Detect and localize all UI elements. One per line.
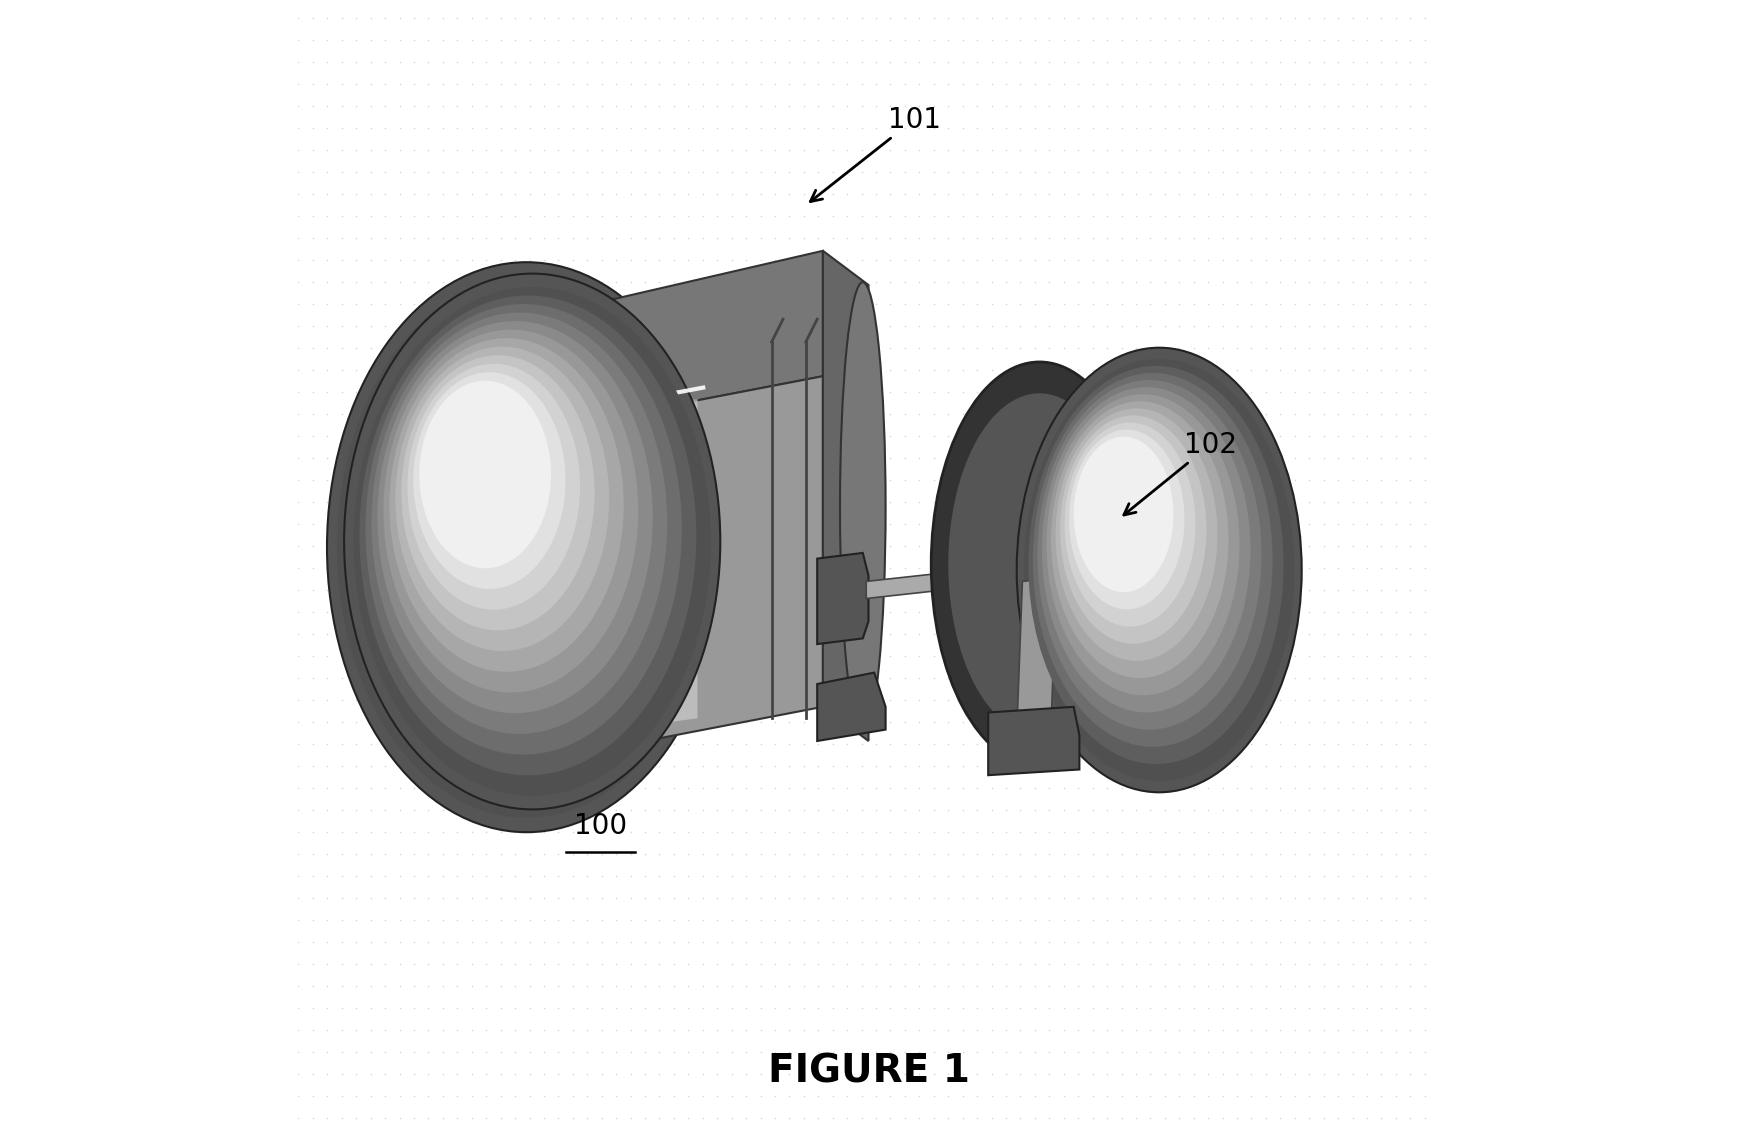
Ellipse shape xyxy=(1051,401,1228,678)
Ellipse shape xyxy=(356,303,670,752)
Polygon shape xyxy=(526,376,823,764)
Ellipse shape xyxy=(394,358,577,620)
Polygon shape xyxy=(988,707,1079,775)
Ellipse shape xyxy=(337,276,716,817)
Ellipse shape xyxy=(1023,359,1294,781)
Ellipse shape xyxy=(327,262,726,832)
Polygon shape xyxy=(526,251,823,433)
Ellipse shape xyxy=(377,321,653,714)
Ellipse shape xyxy=(1016,348,1301,792)
Ellipse shape xyxy=(419,381,551,568)
Ellipse shape xyxy=(372,312,667,734)
Ellipse shape xyxy=(408,364,580,610)
Ellipse shape xyxy=(1056,408,1218,661)
Ellipse shape xyxy=(931,361,1148,766)
Ellipse shape xyxy=(396,347,610,651)
Ellipse shape xyxy=(401,356,594,630)
Polygon shape xyxy=(571,410,618,741)
Ellipse shape xyxy=(1028,366,1284,764)
Ellipse shape xyxy=(375,331,624,686)
Polygon shape xyxy=(816,553,868,644)
Ellipse shape xyxy=(363,312,655,730)
Ellipse shape xyxy=(406,376,547,576)
Text: 101: 101 xyxy=(811,106,941,202)
Ellipse shape xyxy=(384,329,637,692)
Ellipse shape xyxy=(382,340,608,663)
Ellipse shape xyxy=(349,294,684,774)
Ellipse shape xyxy=(948,393,1131,735)
Polygon shape xyxy=(823,251,868,741)
Ellipse shape xyxy=(1070,430,1185,610)
Text: 102: 102 xyxy=(1124,431,1237,515)
Ellipse shape xyxy=(1034,373,1273,747)
Text: FIGURE 1: FIGURE 1 xyxy=(768,1052,969,1091)
Ellipse shape xyxy=(344,285,700,796)
Polygon shape xyxy=(867,564,1023,598)
Ellipse shape xyxy=(469,589,526,652)
Ellipse shape xyxy=(365,304,683,755)
Polygon shape xyxy=(816,673,886,741)
Ellipse shape xyxy=(1042,388,1251,712)
Ellipse shape xyxy=(389,339,624,671)
Ellipse shape xyxy=(401,367,561,597)
Ellipse shape xyxy=(1037,380,1261,730)
Ellipse shape xyxy=(1060,415,1207,644)
Ellipse shape xyxy=(1046,394,1240,695)
Text: 100: 100 xyxy=(573,813,627,840)
Ellipse shape xyxy=(469,437,526,499)
Ellipse shape xyxy=(344,274,721,809)
Ellipse shape xyxy=(1073,437,1174,593)
Ellipse shape xyxy=(1065,423,1195,627)
Polygon shape xyxy=(618,399,698,730)
Ellipse shape xyxy=(354,287,710,796)
Ellipse shape xyxy=(841,282,886,732)
Ellipse shape xyxy=(387,349,592,642)
Ellipse shape xyxy=(413,373,566,589)
Polygon shape xyxy=(1016,578,1056,733)
Ellipse shape xyxy=(360,295,697,775)
Ellipse shape xyxy=(368,321,639,708)
